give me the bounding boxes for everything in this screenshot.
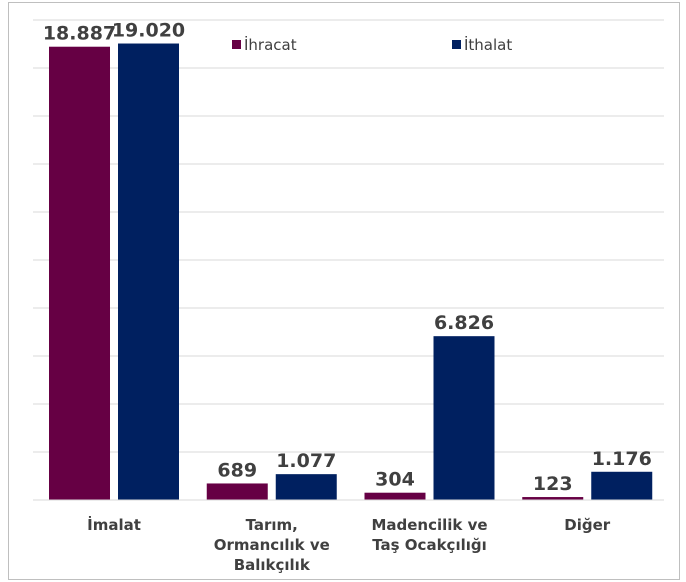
category-label-3: Diğer	[564, 516, 611, 534]
legend-label-ithalat: İthalat	[464, 35, 512, 54]
data-label-ihracat-2: 304	[375, 469, 415, 491]
bar-ihracat-0	[49, 46, 110, 500]
category-label-0: İmalat	[87, 515, 141, 534]
bar-ithalat-1	[275, 474, 337, 500]
data-label-ithalat-1: 1.077	[276, 450, 336, 472]
legend-swatch-ihracat	[232, 40, 241, 49]
bar-ithalat-0	[118, 43, 179, 501]
legend-item-ithalat: İthalat	[452, 35, 512, 54]
category-label-1: Ormancılık ve	[214, 536, 330, 554]
legend-label-ihracat: İhracat	[244, 35, 297, 54]
legend: İhracat İthalat	[232, 35, 512, 54]
category-label-1: Tarım,	[246, 516, 298, 534]
bar-ihracat-2	[364, 492, 426, 500]
data-label-ithalat-3: 1.176	[592, 448, 652, 470]
category-labels: İmalat Tarım, Ormancılık ve Balıkçılık Maden…	[87, 515, 611, 574]
category-label-1: Balıkçılık	[234, 556, 311, 574]
category-label-2: Taş Ocakçılığı	[372, 536, 487, 554]
bar-ihracat-3	[522, 497, 584, 500]
bars	[49, 43, 653, 501]
category-label-2: Madencilik ve	[371, 516, 487, 534]
data-label-ithalat-0: 19.020	[112, 20, 185, 42]
bar-ihracat-1	[206, 483, 268, 500]
legend-item-ihracat: İhracat	[232, 35, 297, 54]
legend-swatch-ithalat	[452, 40, 461, 49]
data-label-ihracat-3: 123	[533, 473, 573, 495]
bar-ithalat-2	[433, 336, 495, 500]
data-label-ithalat-2: 6.826	[434, 312, 494, 334]
bar-ithalat-3	[591, 471, 653, 500]
data-label-ihracat-0: 18.887	[43, 23, 116, 45]
data-label-ihracat-1: 689	[217, 459, 257, 481]
